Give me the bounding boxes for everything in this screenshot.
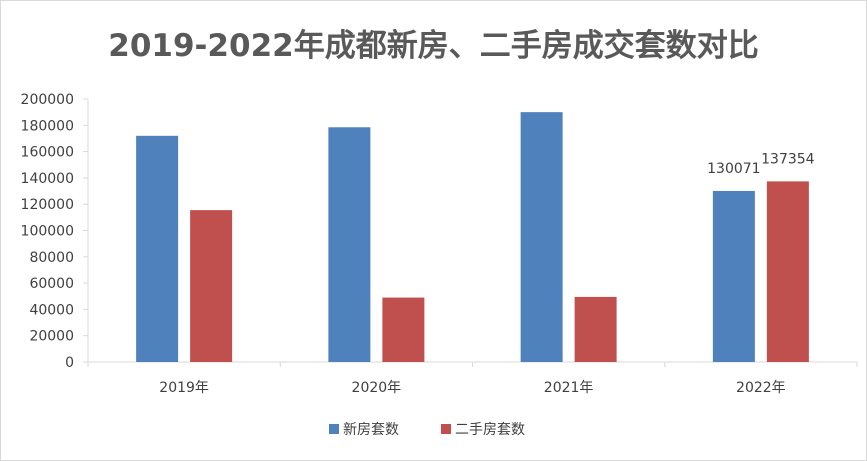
bar-second-hand-1 <box>382 297 425 362</box>
bar-new-home-1 <box>328 127 371 363</box>
y-tick-label: 60000 <box>29 276 74 292</box>
y-tick-label: 140000 <box>21 171 74 187</box>
y-tick-label: 200000 <box>21 92 74 108</box>
y-tick-label: 120000 <box>21 197 74 213</box>
bar-new-home-0 <box>136 135 179 362</box>
y-tick-label: 40000 <box>29 302 74 318</box>
y-tick-label: 180000 <box>21 118 74 134</box>
data-label: 137354 <box>761 151 815 167</box>
x-tick-label: 2021年 <box>544 380 594 396</box>
y-tick-label: 80000 <box>29 250 74 266</box>
bar-second-hand-0 <box>190 210 233 362</box>
bar-second-hand-2 <box>574 296 617 362</box>
bar-new-home-3 <box>712 190 755 362</box>
legend-label: 二手房套数 <box>455 422 525 438</box>
bar-new-home-2 <box>520 112 563 363</box>
x-tick-label: 2020年 <box>352 380 402 396</box>
x-tick-label: 2019年 <box>159 380 209 396</box>
legend-swatch <box>441 424 451 434</box>
y-tick-label: 160000 <box>21 145 74 161</box>
y-tick-label: 0 <box>65 355 74 371</box>
legend-label: 新房套数 <box>343 422 399 438</box>
bar-second-hand-3 <box>766 181 809 362</box>
data-label: 130071 <box>707 161 760 177</box>
legend-swatch <box>329 424 339 434</box>
y-tick-label: 100000 <box>21 224 74 240</box>
x-tick-label: 2022年 <box>736 380 786 396</box>
chart-title: 2019-2022年成都新房、二手房成交套数对比 <box>108 28 759 64</box>
y-tick-label: 20000 <box>29 329 74 345</box>
